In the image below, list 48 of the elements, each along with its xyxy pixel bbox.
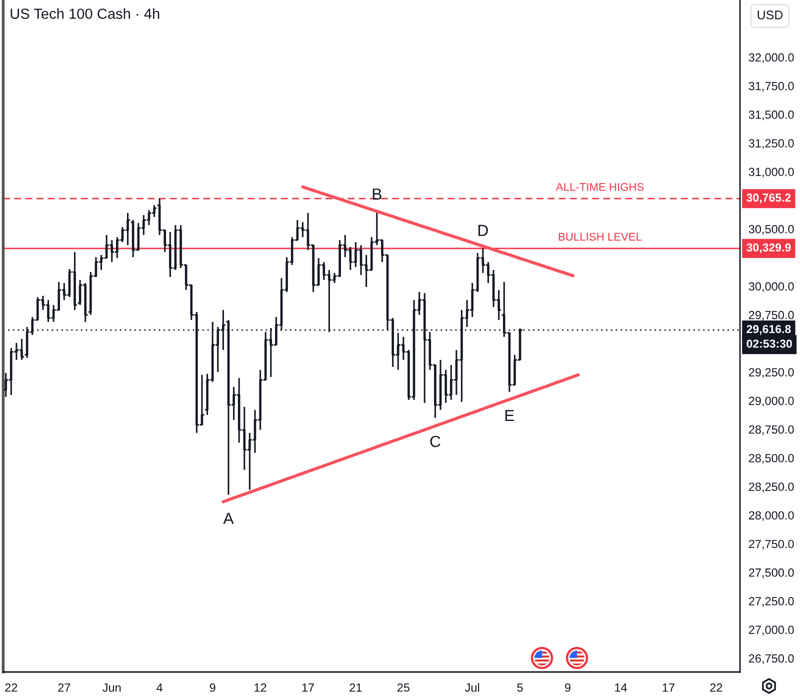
annotation: A: [223, 512, 234, 524]
y-tick-label: 31,000.0: [748, 168, 794, 178]
y-tick-label: 30,000.0: [748, 282, 794, 292]
ref-line-label: 29,616.8: [746, 325, 791, 335]
text: 02:53:30: [746, 340, 792, 348]
annotation: C: [430, 436, 440, 448]
y-tick-label: 31,500.0: [748, 110, 794, 120]
x-tick-label: 5: [517, 684, 523, 692]
chart-title: US Tech 100 Cash · 4h: [10, 8, 160, 19]
y-tick-label: 26,750.0: [748, 654, 794, 664]
annotation: BULLISH LEVEL: [558, 232, 642, 241]
x-tick-label: 22: [710, 683, 722, 692]
x-tick-label: 17: [302, 684, 314, 692]
x-tick-label: 25: [397, 683, 410, 692]
ref-line-label: 30,329.9: [746, 243, 791, 254]
y-tick-label: 27,750.0: [748, 540, 794, 550]
y-tick-label: 27,250.0: [748, 597, 794, 607]
y-tick-label: 30,500.0: [748, 224, 794, 235]
x-tick-label: 9: [564, 683, 570, 692]
ref-line-label: 30,765.2: [746, 194, 791, 204]
line-series: [222, 373, 580, 504]
y-tick-label: 31,250.0: [748, 139, 794, 149]
y-tick-label: 28,000.0: [748, 511, 794, 521]
annotation: B: [372, 188, 382, 200]
x-tick-label: 4: [156, 684, 163, 692]
x-tick-label: 17: [662, 684, 674, 692]
y-tick-label: 29,250.0: [748, 368, 794, 378]
annotation: D: [478, 224, 488, 236]
y-tick-label: 28,750.0: [748, 425, 794, 436]
x-tick-label: Jun: [102, 684, 121, 692]
x-tick-label: 21: [350, 683, 362, 692]
y-tick-label: 29,750.0: [748, 310, 794, 321]
x-tick-label: 22: [5, 683, 18, 692]
annotation: ALL-TIME HIGHS: [556, 182, 644, 191]
x-tick-label: 9: [210, 683, 216, 692]
y-axis-title: USD: [758, 10, 783, 20]
y-tick-label: 28,250.0: [748, 482, 794, 492]
y-tick-label: 27,000.0: [748, 626, 794, 636]
y-tick-label: 27,500.0: [748, 568, 794, 578]
x-tick-label: 14: [615, 684, 627, 692]
y-tick-label: 31,750.0: [748, 82, 794, 92]
x-tick-label: Jul: [464, 683, 480, 692]
x-tick-label: 27: [58, 683, 70, 692]
annotation: E: [505, 410, 514, 421]
y-tick-label: 28,500.0: [748, 454, 794, 464]
y-tick-label: 29,000.0: [748, 396, 794, 406]
x-tick-label: 12: [254, 683, 266, 692]
y-tick-label: 32,000.0: [748, 53, 794, 64]
